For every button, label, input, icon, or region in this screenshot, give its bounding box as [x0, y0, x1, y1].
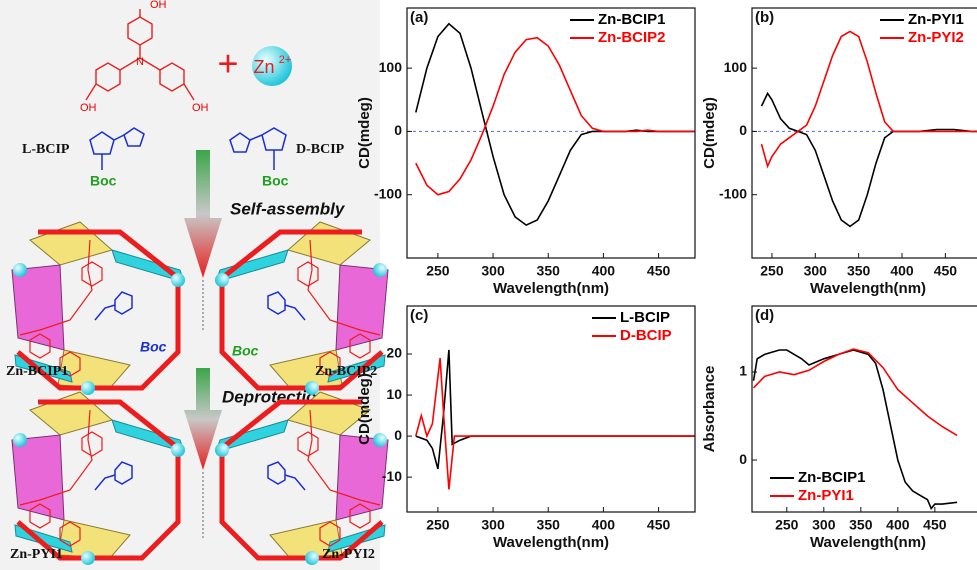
legend-label: D-BCIP	[620, 327, 672, 344]
y-tick-label: 10	[386, 386, 402, 402]
y-tick-label: 100	[379, 59, 403, 75]
x-tick-label: 400	[592, 263, 616, 279]
panel-label: (c)	[410, 307, 428, 324]
y-tick-label: 100	[724, 59, 748, 75]
acid-label: OH	[80, 102, 97, 114]
protecting-group: Boc	[90, 173, 117, 189]
product-label: Zn-PYI2	[322, 547, 375, 562]
y-tick-label: -100	[719, 185, 747, 201]
data-line	[762, 93, 977, 226]
x-tick-label: 300	[812, 517, 836, 533]
acid-label: OH	[192, 102, 209, 114]
data-line	[762, 31, 977, 166]
legend-label: Zn-BCIP1	[598, 11, 666, 28]
legend-label: Zn-PYI2	[908, 29, 964, 46]
panel-label: (a)	[410, 9, 428, 26]
x-tick-label: 250	[775, 517, 799, 533]
plot-lines	[762, 31, 977, 226]
x-tick-label: 350	[849, 517, 873, 533]
plus-sign: +	[217, 43, 238, 84]
step-label: Self-assembly	[230, 199, 346, 218]
atom-label: N	[136, 56, 144, 68]
x-tick-label: 250	[760, 263, 784, 279]
x-tick-label: 400	[886, 517, 910, 533]
data-line	[754, 349, 958, 435]
protecting-group: Boc	[232, 343, 259, 359]
plot-lines	[416, 24, 703, 225]
y-axis-title: Absorbance	[701, 366, 718, 453]
ligand-label: D-BCIP	[296, 142, 345, 157]
y-tick-label: 0	[739, 451, 747, 467]
y-tick-label: -100	[374, 185, 402, 201]
x-tick-label: 450	[934, 263, 958, 279]
legend-label: Zn-PYI1	[908, 11, 964, 28]
legend-label: L-BCIP	[620, 309, 670, 326]
ion-charge: 2+	[279, 54, 292, 66]
x-tick-label: 350	[847, 263, 871, 279]
y-tick-label: 1	[739, 363, 747, 379]
x-tick-label: 400	[592, 517, 616, 533]
x-tick-label: 400	[890, 263, 914, 279]
x-axis-title: Wavelength(nm)	[493, 534, 609, 551]
y-axis-title: CD(mdeg)	[701, 97, 718, 169]
acid-label: OH	[150, 0, 167, 11]
y-tick-label: 20	[386, 345, 402, 361]
x-tick-label: 450	[923, 517, 947, 533]
legend-label: Zn-BCIP2	[598, 29, 666, 46]
x-axis-title: Wavelength(nm)	[493, 280, 609, 297]
panel-label: (b)	[755, 9, 774, 26]
protecting-group: Boc	[262, 173, 289, 189]
data-line	[416, 24, 703, 225]
x-tick-label: 300	[804, 263, 828, 279]
x-axis-title: Wavelength(nm)	[810, 534, 926, 551]
ligand-label: L-BCIP	[22, 142, 70, 157]
x-tick-label: 300	[481, 517, 505, 533]
x-tick-label: 250	[426, 263, 450, 279]
x-tick-label: 350	[537, 263, 561, 279]
product-label: Zn-PYI1	[10, 547, 63, 562]
data-line	[416, 38, 703, 195]
x-tick-label: 350	[537, 517, 561, 533]
y-tick-label: 0	[394, 427, 402, 443]
y-tick-label: -10	[382, 468, 402, 484]
y-axis-title: CD(mdeg)	[356, 373, 373, 445]
x-tick-label: 450	[647, 263, 671, 279]
x-tick-label: 300	[481, 263, 505, 279]
data-line	[416, 358, 703, 489]
y-tick-label: 0	[394, 122, 402, 138]
x-tick-label: 250	[426, 517, 450, 533]
legend-label: Zn-BCIP1	[798, 469, 866, 486]
figure: N OH OH OH + Zn 2+ L-BCIP D-BCIP Boc Boc…	[0, 0, 977, 570]
x-axis-title: Wavelength(nm)	[810, 280, 926, 297]
ion-symbol: Zn	[253, 57, 274, 77]
y-tick-label: 0	[739, 122, 747, 138]
plot-lines	[416, 350, 703, 490]
data-line	[416, 350, 703, 469]
product-label: Zn-BCIP1	[6, 364, 68, 379]
protecting-group: Boc	[140, 339, 167, 355]
panel-label: (d)	[755, 307, 774, 324]
legend-label: Zn-PYI1	[798, 487, 854, 504]
x-tick-label: 450	[647, 517, 671, 533]
y-axis-title: CD(mdeg)	[356, 97, 373, 169]
